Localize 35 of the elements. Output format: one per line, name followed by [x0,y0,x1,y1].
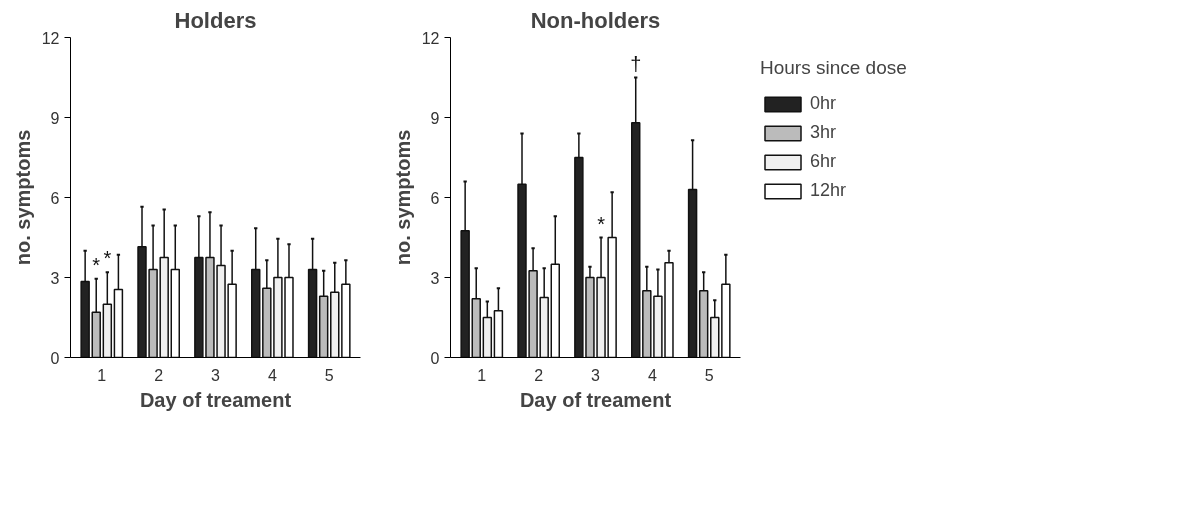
legend-label: 12hr [810,180,847,201]
y-axis-title: no. symptoms [11,129,34,266]
y-tick-label: 0 [50,349,60,367]
annotation: * [103,247,112,270]
y-tick-label: 9 [430,109,440,127]
legend-label: 3hr [810,122,837,143]
x-axis-title: Day of treament [519,388,672,411]
legend-title: Hours since dose [760,57,907,79]
x-tick-label: 3 [211,366,221,384]
x-axis-title: Day of treament [139,388,292,411]
legend-label: 6hr [810,151,837,172]
y-axis-title: no. symptoms [391,129,414,266]
annotation: * [597,212,606,235]
legend-label: 0hr [810,93,837,114]
annotation: † [630,52,642,75]
chart-title: Holders [174,7,257,33]
x-tick-label: 2 [154,366,164,384]
y-tick-label: 9 [50,109,60,127]
y-tick-label: 0 [430,349,440,367]
x-tick-label: 4 [267,366,277,384]
y-tick-label: 12 [41,29,60,47]
x-tick-label: 1 [477,366,487,384]
y-tick-label: 6 [50,189,60,207]
x-tick-label: 1 [97,366,107,384]
x-tick-label: 4 [647,366,657,384]
y-tick-label: 12 [421,29,440,47]
x-tick-label: 2 [534,366,544,384]
y-tick-label: 3 [50,269,60,287]
y-tick-label: 3 [430,269,440,287]
x-tick-label: 5 [704,366,714,384]
y-tick-label: 6 [430,189,440,207]
chart-title: Non-holders [530,7,661,33]
annotation: * [92,253,101,276]
x-tick-label: 5 [324,366,334,384]
x-tick-label: 3 [591,366,601,384]
